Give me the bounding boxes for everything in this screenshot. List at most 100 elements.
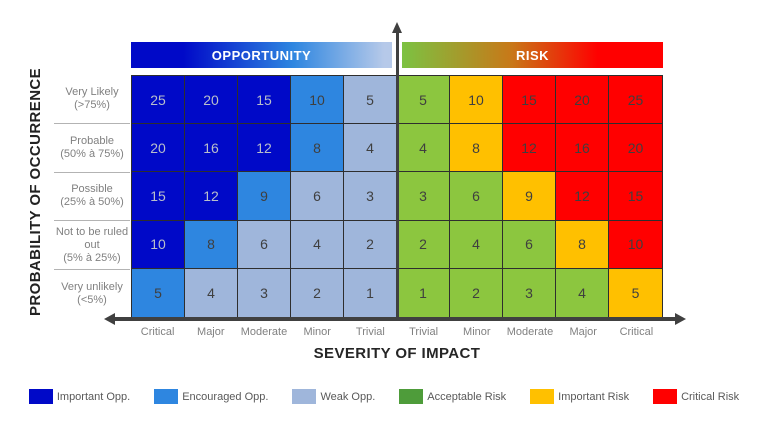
matrix-cell: 9 [503, 172, 556, 221]
column-label: Minor [463, 326, 491, 338]
legend-item: Weak Opp. [292, 389, 375, 404]
row-label-name: Very Likely [65, 85, 119, 98]
matrix-cell: 15 [609, 172, 662, 221]
row-label: Very unlikely (<5%) [54, 270, 130, 318]
legend-label: Critical Risk [681, 390, 740, 403]
row-label-name: Not to be ruled out [55, 225, 129, 251]
column-label: Critical [619, 326, 654, 338]
legend-item: Important Opp. [28, 389, 131, 404]
x-axis-arrow-left-icon [104, 313, 115, 325]
column-label: Moderate [506, 326, 554, 338]
matrix-cell: 15 [132, 172, 185, 221]
legend-swatch [154, 389, 179, 404]
legend-label: Important Risk [558, 390, 630, 403]
row-label: Possible (25% à 50%) [54, 173, 130, 222]
matrix-cell: 20 [556, 76, 609, 125]
matrix-cell: 8 [291, 124, 344, 173]
column-label: Trivial [355, 326, 385, 338]
matrix-cell: 25 [609, 76, 662, 125]
matrix-cell: 1 [397, 268, 450, 317]
column-label: Moderate [240, 326, 288, 338]
row-label-name: Very unlikely [61, 280, 123, 293]
matrix-cell: 4 [450, 220, 503, 269]
legend-swatch [28, 389, 53, 404]
matrix-cell: 4 [556, 268, 609, 317]
matrix-cell: 6 [450, 172, 503, 221]
matrix-cell: 25 [132, 76, 185, 125]
legend-item: Important Risk [530, 389, 629, 404]
matrix-cell: 16 [556, 124, 609, 173]
legend-label: Important Opp. [56, 390, 131, 403]
legend-swatch [399, 389, 424, 404]
matrix-cell: 3 [397, 172, 450, 221]
row-label-name: Possible [71, 183, 113, 196]
column-label: Minor [303, 326, 331, 338]
matrix-cell: 5 [132, 268, 185, 317]
legend-label: Acceptable Risk [427, 390, 507, 403]
matrix-cell: 20 [132, 124, 185, 173]
y-axis-title: PROBABILITY OF OCCURRENCE [27, 67, 44, 317]
legend-swatch [653, 389, 678, 404]
legend-item: Critical Risk [653, 389, 739, 404]
matrix-cell: 10 [291, 76, 344, 125]
matrix-cell: 10 [132, 220, 185, 269]
column-label: Major [197, 326, 225, 338]
column-label: Trivial [409, 326, 439, 338]
matrix-cell: 2 [450, 268, 503, 317]
legend: Important Opp. Encouraged Opp. Weak Opp. Ac… [0, 389, 768, 404]
matrix-cell: 10 [609, 220, 662, 269]
matrix-cell: 3 [238, 268, 291, 317]
x-axis-title: SEVERITY OF IMPACT [313, 345, 481, 362]
matrix-cell: 16 [185, 124, 238, 173]
matrix-cell: 4 [185, 268, 238, 317]
legend-item: Acceptable Risk [399, 389, 506, 404]
matrix-cell: 12 [556, 172, 609, 221]
column-label: Major [569, 326, 597, 338]
matrix-cell: 8 [185, 220, 238, 269]
row-label-range: (5% à 25%) [63, 251, 121, 264]
row-label-range: (<5%) [77, 294, 107, 307]
matrix-cell: 5 [609, 268, 662, 317]
matrix-cell: 3 [344, 172, 397, 221]
matrix-cell: 15 [238, 76, 291, 125]
matrix-cell: 4 [344, 124, 397, 173]
matrix-cell: 6 [238, 220, 291, 269]
matrix-cell: 8 [450, 124, 503, 173]
column-label: Critical [140, 326, 175, 338]
matrix-grid: 25 20 15 10 5 5 10 15 20 25 20 16 12 8 4 4 8 12 16 20 15 12 9 6… [131, 75, 663, 318]
legend-label: Encouraged Opp. [182, 390, 269, 403]
column-labels: Critical Major Moderate Minor Trivial Trivial… [131, 326, 663, 338]
y-axis-arrow-up-icon [392, 22, 402, 33]
matrix-cell: 4 [397, 124, 450, 173]
x-axis-arrow-right-icon [675, 313, 686, 325]
matrix-cell: 4 [291, 220, 344, 269]
matrix-cell: 10 [450, 76, 503, 125]
matrix-cell: 6 [291, 172, 344, 221]
legend-swatch [530, 389, 555, 404]
matrix-cell: 2 [344, 220, 397, 269]
row-label: Not to be ruled out (5% à 25%) [54, 221, 130, 271]
matrix-cell: 1 [344, 268, 397, 317]
matrix-cell: 2 [397, 220, 450, 269]
matrix-cell: 2 [291, 268, 344, 317]
matrix-cell: 12 [185, 172, 238, 221]
risk-header: RISK [402, 42, 663, 68]
matrix-cell: 20 [185, 76, 238, 125]
row-labels: Very Likely (>75%) Probable (50% à 75%) Poss… [54, 75, 130, 318]
matrix-cell: 8 [556, 220, 609, 269]
row-label: Very Likely (>75%) [54, 75, 130, 124]
matrix-cell: 9 [238, 172, 291, 221]
matrix-cell: 20 [609, 124, 662, 173]
legend-label: Weak Opp. [320, 390, 376, 403]
matrix-cell: 6 [503, 220, 556, 269]
opportunity-header-label: OPPORTUNITY [211, 47, 312, 63]
risk-header-label: RISK [515, 47, 550, 63]
matrix-cell: 5 [397, 76, 450, 125]
matrix-cell: 12 [503, 124, 556, 173]
row-label: Probable (50% à 75%) [54, 124, 130, 173]
row-label-range: (50% à 75%) [60, 147, 124, 160]
legend-swatch [292, 389, 317, 404]
matrix-cell: 15 [503, 76, 556, 125]
legend-item: Encouraged Opp. [154, 389, 268, 404]
